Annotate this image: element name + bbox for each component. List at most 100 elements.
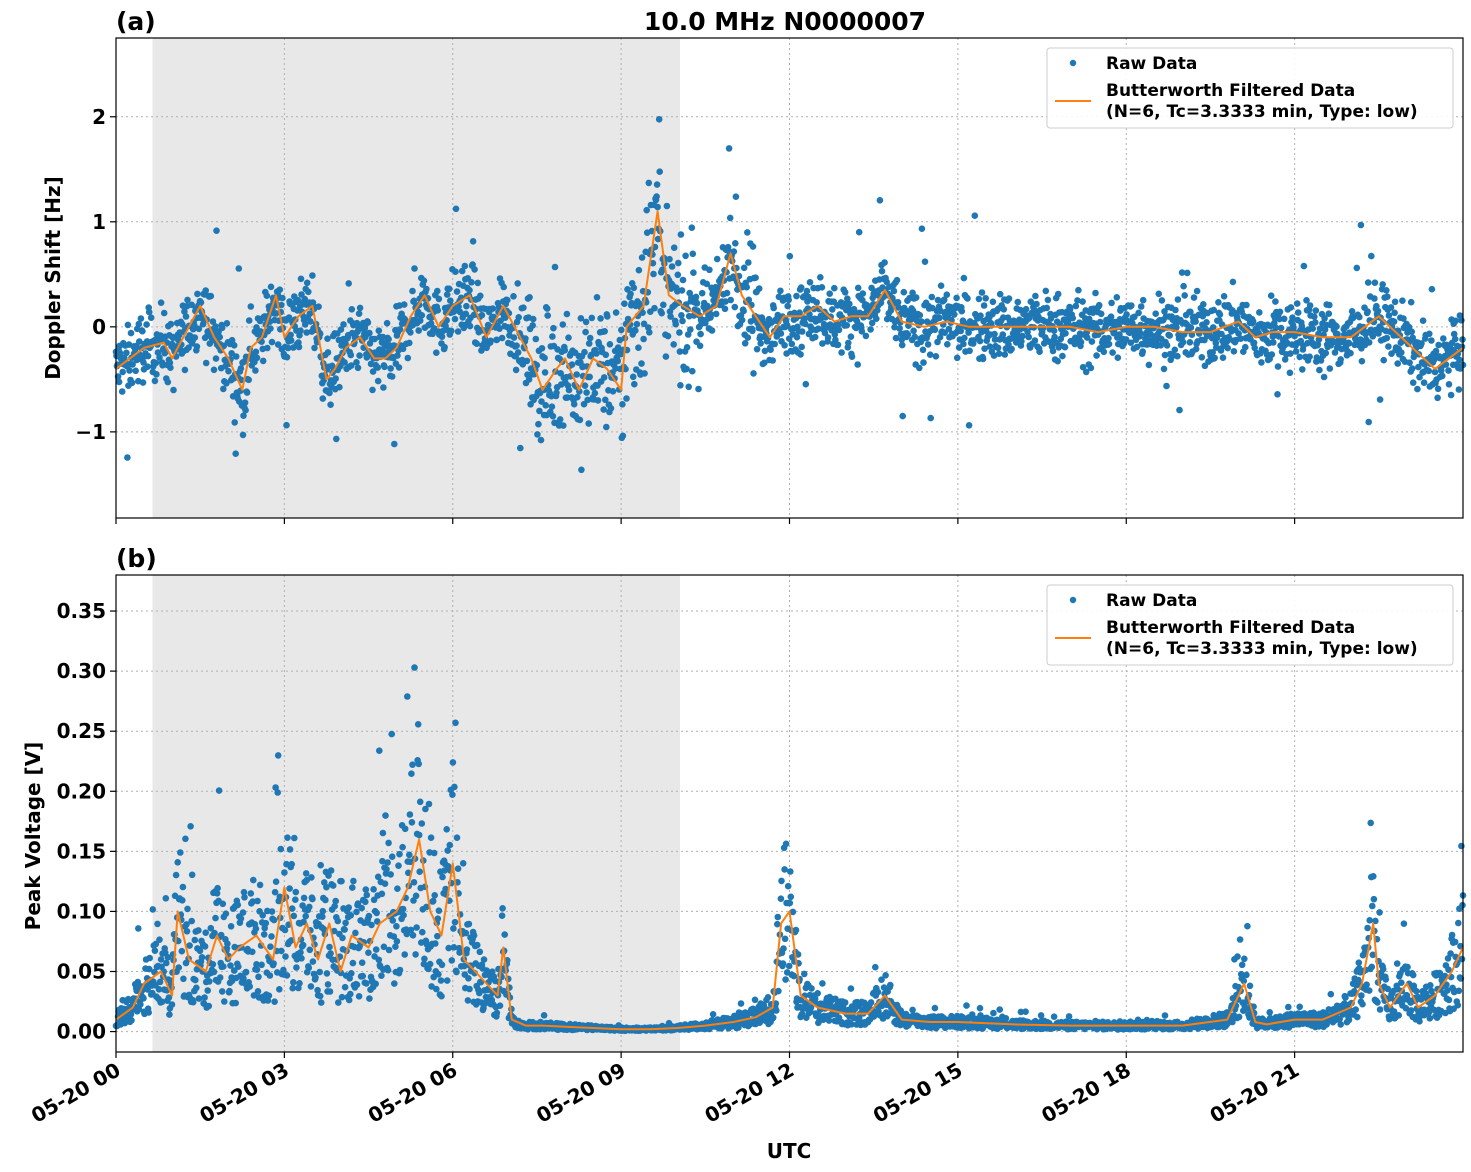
raw-data-point (798, 328, 806, 335)
raw-data-point (1266, 1009, 1273, 1016)
raw-data-point (574, 393, 581, 401)
raw-data-point (616, 336, 624, 344)
raw-data-point (1062, 330, 1069, 337)
raw-data-point (1299, 366, 1306, 373)
raw-data-point (298, 291, 305, 298)
raw-data-point (712, 310, 720, 318)
raw-data-point (356, 352, 363, 359)
raw-data-point (789, 908, 797, 916)
raw-data-point (183, 928, 191, 935)
raw-data-point (341, 359, 348, 366)
raw-data-point (588, 314, 596, 322)
raw-data-point (1316, 366, 1323, 374)
raw-data-point (366, 995, 373, 1002)
raw-data-point (1039, 324, 1047, 332)
raw-data-point (135, 320, 143, 328)
raw-data-point (193, 984, 200, 992)
raw-data-point (693, 300, 701, 307)
raw-data-point (940, 296, 948, 304)
raw-data-point (529, 322, 536, 329)
raw-data-point (876, 197, 884, 204)
raw-data-point (548, 403, 556, 411)
raw-data-point (254, 897, 261, 905)
raw-data-point (1224, 344, 1231, 352)
raw-data-point (553, 389, 560, 397)
raw-data-point (399, 843, 406, 851)
raw-data-point (152, 359, 160, 367)
raw-data-point (532, 335, 540, 343)
raw-data-point (802, 380, 810, 388)
raw-data-point (632, 327, 639, 334)
raw-data-point (365, 912, 373, 920)
raw-data-point (878, 976, 885, 983)
raw-data-point (388, 730, 396, 738)
raw-data-point (292, 896, 299, 903)
raw-data-point (1157, 342, 1165, 349)
raw-data-point (390, 933, 398, 940)
raw-data-point (121, 354, 128, 362)
raw-data-point (1296, 353, 1303, 361)
raw-data-point (1088, 338, 1096, 345)
raw-data-point (1426, 330, 1433, 338)
raw-data-point (423, 285, 430, 293)
raw-data-point (682, 252, 689, 260)
raw-data-point (806, 279, 814, 286)
raw-data-point (937, 307, 944, 315)
raw-data-point (978, 289, 986, 296)
raw-data-point (352, 929, 359, 937)
raw-data-point (1033, 300, 1040, 308)
raw-data-point (462, 310, 470, 318)
raw-data-point (963, 1002, 970, 1009)
raw-data-point (1163, 382, 1170, 390)
raw-data-point (751, 996, 759, 1004)
raw-data-point (568, 361, 576, 368)
raw-data-point (757, 340, 764, 347)
raw-data-point (603, 423, 610, 431)
raw-data-point (1326, 301, 1333, 309)
raw-data-point (994, 344, 1002, 352)
raw-data-point (439, 327, 447, 335)
raw-data-point (356, 943, 363, 950)
raw-data-point (708, 327, 716, 334)
raw-data-point (462, 929, 470, 937)
raw-data-point (247, 890, 255, 897)
raw-data-point (319, 395, 327, 402)
raw-data-point (576, 416, 584, 424)
raw-data-point (1192, 345, 1200, 353)
raw-data-point (167, 364, 174, 372)
raw-data-point (342, 919, 349, 927)
raw-data-point (476, 948, 484, 956)
raw-data-point (272, 878, 280, 885)
raw-data-point (316, 968, 324, 976)
raw-data-point (743, 283, 750, 291)
raw-data-point (958, 307, 966, 315)
raw-data-point (374, 377, 382, 385)
raw-data-point (825, 1017, 833, 1024)
raw-data-point (382, 812, 389, 819)
raw-data-point (326, 988, 334, 995)
raw-data-point (435, 971, 442, 978)
raw-data-point (645, 179, 653, 187)
raw-data-point (1105, 340, 1113, 348)
raw-data-point (975, 295, 983, 303)
raw-data-point (655, 116, 663, 123)
raw-data-point (1385, 312, 1393, 319)
raw-data-point (196, 947, 204, 955)
raw-data-point (1000, 306, 1008, 313)
raw-data-point (401, 951, 409, 958)
raw-data-point (612, 309, 620, 316)
raw-data-point (990, 352, 998, 359)
raw-data-point (483, 967, 490, 974)
raw-data-point (966, 347, 973, 355)
raw-data-point (253, 961, 260, 968)
raw-data-point (476, 989, 483, 997)
raw-data-point (371, 335, 378, 343)
raw-data-point (466, 985, 473, 993)
raw-data-point (406, 339, 413, 347)
raw-data-point (1407, 298, 1415, 306)
raw-data-point (202, 287, 209, 294)
raw-data-point (330, 927, 338, 935)
raw-data-point (164, 378, 172, 386)
raw-data-point (643, 206, 650, 214)
